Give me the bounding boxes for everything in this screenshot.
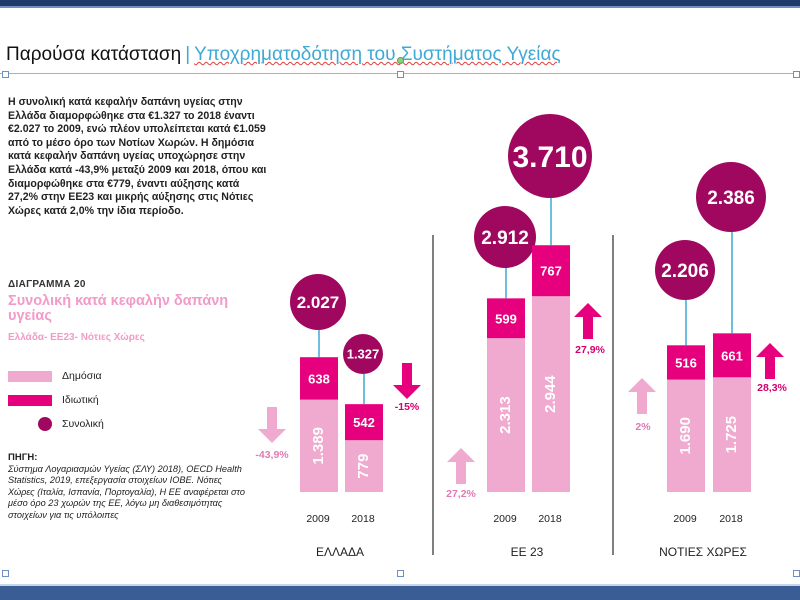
selection-handle-left[interactable] [2,71,9,78]
selection-handle-top[interactable] [397,71,404,78]
source-heading: ΠΗΓΗ: [8,452,38,463]
data-label-private: 542 [353,415,375,430]
bar-private [487,298,525,339]
data-label-private: 661 [721,348,743,363]
change-public-arrow-icon [628,378,656,414]
legend-dot-total [38,417,52,431]
total-circle [655,240,715,300]
legend-label-public: Δημόσια [62,370,102,382]
source-text: Σύστημα Λογαριασμών Υγείας (ΣΛΥ) 2018), … [8,463,245,520]
bar-private [667,345,705,380]
window-top-bar [0,0,800,6]
group-label: ΕΛΛΑΔΑ [316,545,364,559]
data-label-total: 1.327 [347,347,380,362]
bar-private [713,333,751,378]
x-tick-label: 2009 [493,513,517,525]
total-circle [343,334,383,374]
data-label-total: 3.710 [512,141,587,174]
group-label: ΕΕ 23 [511,545,544,559]
change-total-label: -15% [395,401,420,413]
data-label-public: 1.725 [723,416,740,454]
bar-public [345,440,383,492]
total-circle [290,274,346,330]
data-label-public: 779 [355,454,372,479]
slide-title-sub: Υποχρηματοδότηση του Συστήματος Υγείας [194,44,561,65]
change-total-arrow-icon [393,363,421,399]
change-public-arrow-icon [258,407,286,443]
selection-handle-bottom[interactable] [397,570,404,577]
data-label-private: 638 [308,371,330,386]
legend-label-private: Ιδιωτική [62,394,99,406]
x-tick-label: 2018 [538,513,562,525]
bar-public [532,296,570,492]
selection-handle-bottom-left[interactable] [2,570,9,577]
change-total-arrow-icon [756,343,784,379]
slide-title-main: Παρούσα κατάσταση [6,44,182,65]
data-label-public: 2.944 [542,375,559,413]
change-public-label: 2% [635,421,651,433]
data-label-private: 516 [675,355,697,370]
bar-public [300,399,338,492]
data-label-public: 1.690 [677,417,694,455]
bar-public [487,338,525,492]
bar-public [667,379,705,492]
window-top-bar-accent [0,6,800,8]
slide-title[interactable]: Παρούσα κατάσταση | Υποχρηματοδότηση του Σ… [6,44,561,66]
chart-title: Συνολική κατά κεφαλήν δαπάνη υγείας [8,293,229,324]
window-bottom-bar-accent [0,584,800,586]
legend-swatch-public [8,371,52,382]
group-label: ΝΟΤΙΕΣ ΧΩΡΕΣ [659,545,747,559]
x-tick-label: 2009 [306,513,330,525]
slide-title-separator: | [185,44,191,65]
x-tick-label: 2009 [673,513,697,525]
bar-private [345,404,383,441]
data-label-total: 2.027 [297,293,340,312]
total-circle [508,114,592,198]
bar-public [713,377,751,492]
change-public-label: 27,2% [446,488,476,500]
data-label-private: 767 [540,264,562,279]
data-label-total: 2.206 [661,261,709,282]
x-tick-label: 2018 [719,513,743,525]
x-tick-label: 2018 [351,513,375,525]
data-label-public: 2.313 [497,396,514,434]
legend-label-total: Συνολική [62,418,104,430]
change-public-label: -43,9% [255,449,289,461]
data-label-private: 599 [495,311,517,326]
diagram-label: ΔΙΑΓΡΑΜΜΑ 20 [8,279,86,290]
total-circle [696,162,766,232]
rotate-handle[interactable] [397,57,404,64]
description-text: Η συνολική κατά κεφαλήν δαπάνη υγείας στ… [8,96,267,217]
bar-private [300,357,338,400]
change-public-arrow-icon [447,448,475,484]
data-label-public: 1.389 [310,427,327,465]
change-total-label: 27,9% [575,344,605,356]
legend-swatch-private [8,395,52,406]
change-total-label: 28,3% [757,382,787,394]
total-circle [474,206,536,268]
source-note: ΠΗΓΗ: Σύστημα Λογαριασμών Υγείας (ΣΛΥ) 2… [8,452,248,522]
change-total-arrow-icon [574,303,602,339]
data-label-total: 2.386 [707,188,755,209]
window-bottom-bar [0,586,800,600]
data-label-total: 2.912 [481,228,529,249]
chart-subtitle: Ελλάδα- ΕΕ23- Νότιες Χώρες [8,332,145,343]
bar-private [532,245,570,297]
